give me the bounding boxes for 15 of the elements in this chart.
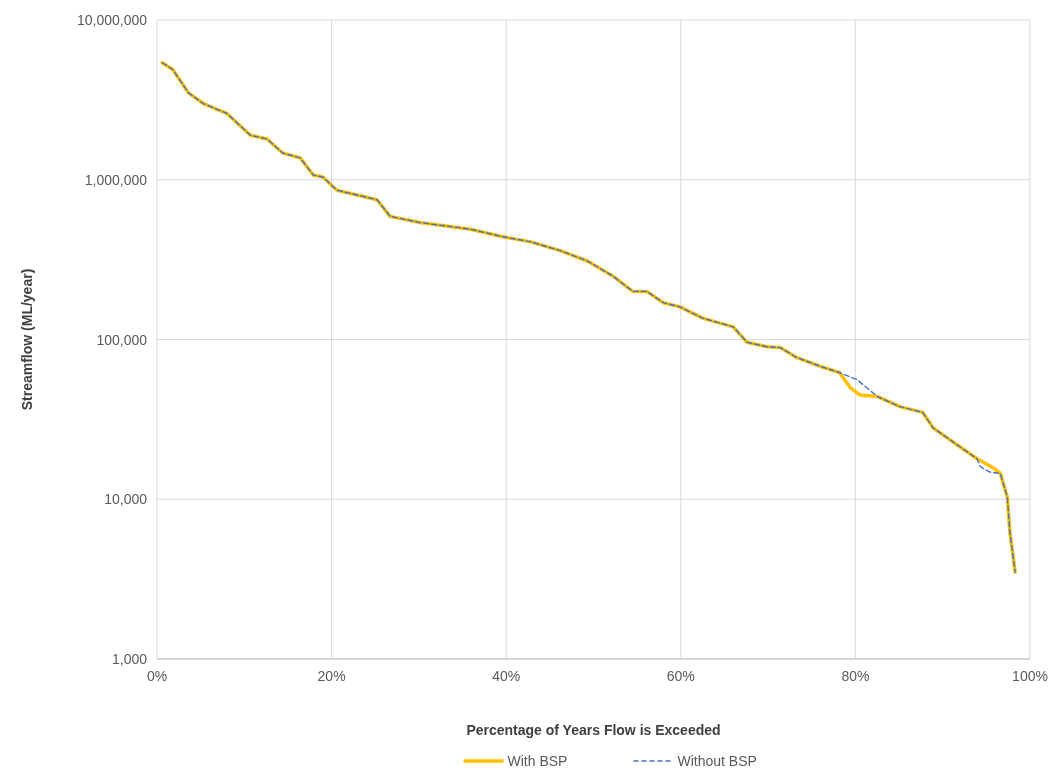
legend-label: With BSP (507, 753, 568, 769)
y-tick-label: 10,000 (104, 491, 148, 508)
x-tick-label: 80% (841, 668, 870, 684)
x-tick-label: 100% (1012, 668, 1048, 684)
y-tick-label: 1,000,000 (84, 171, 148, 188)
y-axis-title: Streamflow (ML/year) (19, 268, 35, 411)
x-tick-label: 40% (492, 668, 521, 684)
y-tick-label: 10,000,000 (76, 12, 148, 28)
legend-label: Without BSP (677, 753, 757, 769)
x-tick-label: 0% (146, 668, 168, 684)
x-tick-label: 60% (666, 668, 695, 684)
y-tick-label: 1,000 (111, 651, 148, 667)
x-tick-label: 20% (317, 668, 346, 684)
x-axis-title: Percentage of Years Flow is Exceeded (466, 722, 721, 738)
y-tick-label: 100,000 (96, 331, 148, 348)
